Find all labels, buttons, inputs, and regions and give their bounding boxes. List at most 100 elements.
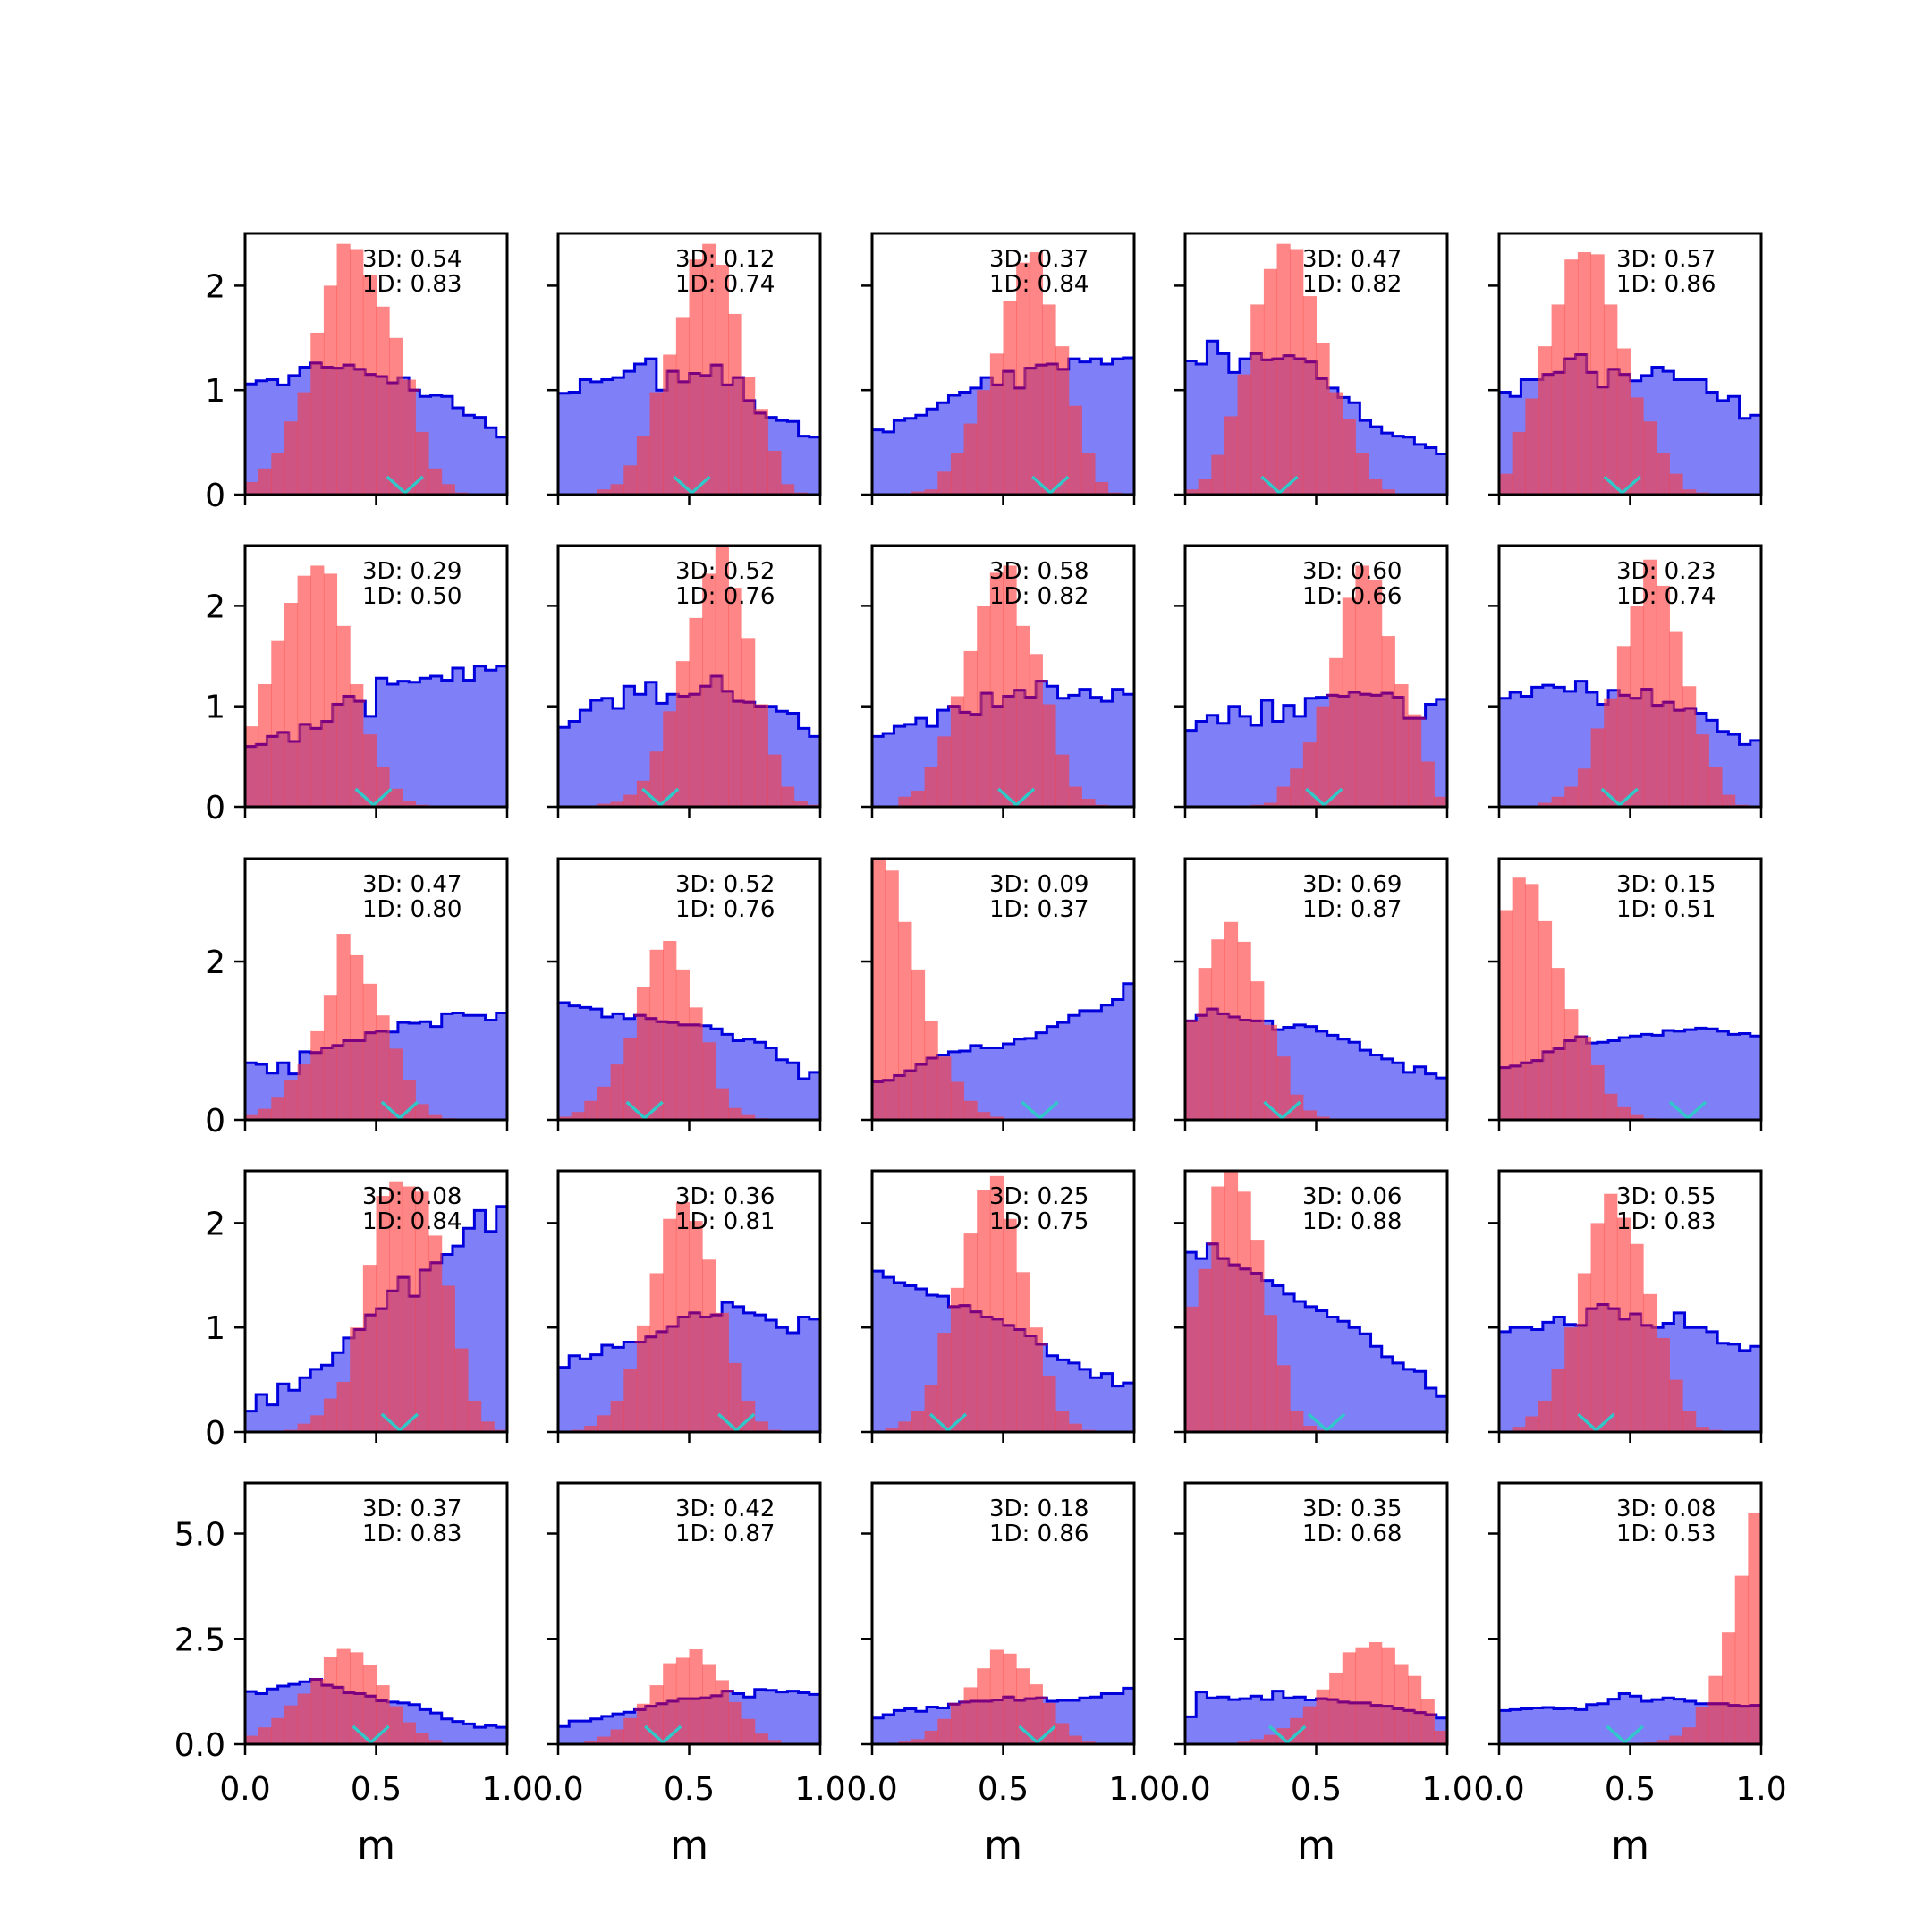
x-axis-label: m <box>984 1823 1022 1868</box>
red-bar <box>1302 1425 1317 1432</box>
blue-bar <box>463 680 475 807</box>
label-1d: 1D: 0.82 <box>1302 271 1402 298</box>
blue-bar <box>1079 1368 1091 1432</box>
red-bar <box>1211 1186 1225 1432</box>
blue-bar <box>1510 1327 1521 1432</box>
red-bar <box>468 1400 482 1432</box>
red-bar <box>754 704 768 807</box>
blue-bar <box>1630 1696 1642 1744</box>
red-bar <box>1656 1337 1670 1432</box>
blue-bar <box>1360 1334 1372 1432</box>
blue-bar <box>1316 1030 1328 1120</box>
red-bar <box>1276 1365 1291 1432</box>
red-bar <box>911 969 926 1120</box>
label-1d: 1D: 0.83 <box>362 271 462 298</box>
label-3d: 3D: 0.47 <box>362 871 462 898</box>
red-bar <box>402 1186 416 1432</box>
red-bar <box>1316 1116 1330 1120</box>
red-bar <box>702 573 716 807</box>
blue-bar <box>569 1721 580 1744</box>
blue-bar <box>485 1020 497 1120</box>
red-bar <box>1656 585 1670 807</box>
blue-bar <box>798 1078 810 1120</box>
red-bar <box>1329 1672 1343 1744</box>
blue-bar <box>1728 1343 1741 1432</box>
blue-bar <box>430 676 443 807</box>
blue-bar <box>927 409 938 495</box>
blue-bar <box>601 379 614 495</box>
red-bar <box>597 803 612 807</box>
red-bar <box>258 1108 272 1120</box>
red-bar <box>1434 1730 1447 1744</box>
red-bar <box>415 1191 429 1432</box>
x-tick-label: 1.0 <box>1735 1771 1786 1808</box>
label-1d: 1D: 0.66 <box>1302 583 1402 610</box>
red-bar <box>1722 1632 1736 1744</box>
red-bar <box>1263 1734 1278 1744</box>
red-bar <box>1381 636 1395 807</box>
label-3d: 3D: 0.54 <box>362 246 462 273</box>
label-1d: 1D: 0.37 <box>989 896 1089 923</box>
red-bar <box>1643 1293 1657 1432</box>
red-bar <box>428 1235 443 1432</box>
red-bar <box>1316 706 1330 807</box>
blue-bar <box>1542 685 1555 807</box>
red-bar <box>402 801 416 807</box>
blue-bar <box>1079 689 1091 807</box>
blue-bar <box>1640 1700 1653 1744</box>
marker-v <box>1603 475 1641 495</box>
blue-bar <box>569 392 580 495</box>
blue-bar <box>441 1013 453 1120</box>
red-bar <box>963 1100 978 1120</box>
blue-bar <box>1684 379 1697 495</box>
blue-bar <box>590 699 603 807</box>
blue-bar <box>1090 697 1102 807</box>
red-bar <box>1577 768 1592 807</box>
red-bar <box>1604 1193 1618 1432</box>
red-bar <box>1420 1699 1435 1744</box>
blue-bar <box>496 436 507 495</box>
label-1d: 1D: 0.88 <box>1302 1208 1402 1235</box>
blue-bar <box>1750 1346 1761 1432</box>
blue-bar <box>1101 1004 1114 1120</box>
x-tick-label: 0.0 <box>1159 1771 1210 1808</box>
red-bar <box>336 1648 351 1744</box>
red-bar <box>1237 941 1251 1120</box>
blue-bar <box>1403 436 1415 495</box>
blue-bar <box>1750 740 1761 807</box>
blue-bar <box>1228 1699 1241 1744</box>
red-bar <box>898 796 912 807</box>
blue-bar <box>1123 357 1134 495</box>
blue-bar <box>1123 983 1134 1120</box>
blue-bar <box>474 1727 487 1744</box>
red-bar <box>336 625 351 807</box>
blue-bar <box>1750 415 1761 495</box>
red-bar <box>1695 734 1709 807</box>
red-bar <box>1590 1223 1605 1432</box>
blue-bar <box>1728 1034 1741 1120</box>
red-bar <box>911 1739 926 1744</box>
label-1d: 1D: 0.81 <box>675 1208 775 1235</box>
label-3d: 3D: 0.25 <box>989 1183 1089 1210</box>
blue-bar <box>1640 1034 1653 1120</box>
x-tick-label: 0.0 <box>219 1771 270 1808</box>
red-bar <box>636 436 651 495</box>
blue-bar <box>1337 1321 1350 1432</box>
red-bar <box>480 1421 495 1432</box>
blue-bar <box>1068 1362 1080 1432</box>
blue-bar <box>1695 1327 1707 1432</box>
blue-bar <box>1196 721 1208 807</box>
red-bar <box>1590 1064 1605 1120</box>
blue-bar <box>1349 1327 1360 1432</box>
red-bar <box>1029 1327 1043 1432</box>
y-tick-label: 2 <box>205 945 225 981</box>
marker-v <box>673 475 711 495</box>
label-3d: 3D: 0.35 <box>1302 1496 1402 1522</box>
blue-bar <box>1090 1010 1102 1120</box>
blue-bar <box>894 420 906 495</box>
blue-bar <box>1101 1693 1114 1744</box>
